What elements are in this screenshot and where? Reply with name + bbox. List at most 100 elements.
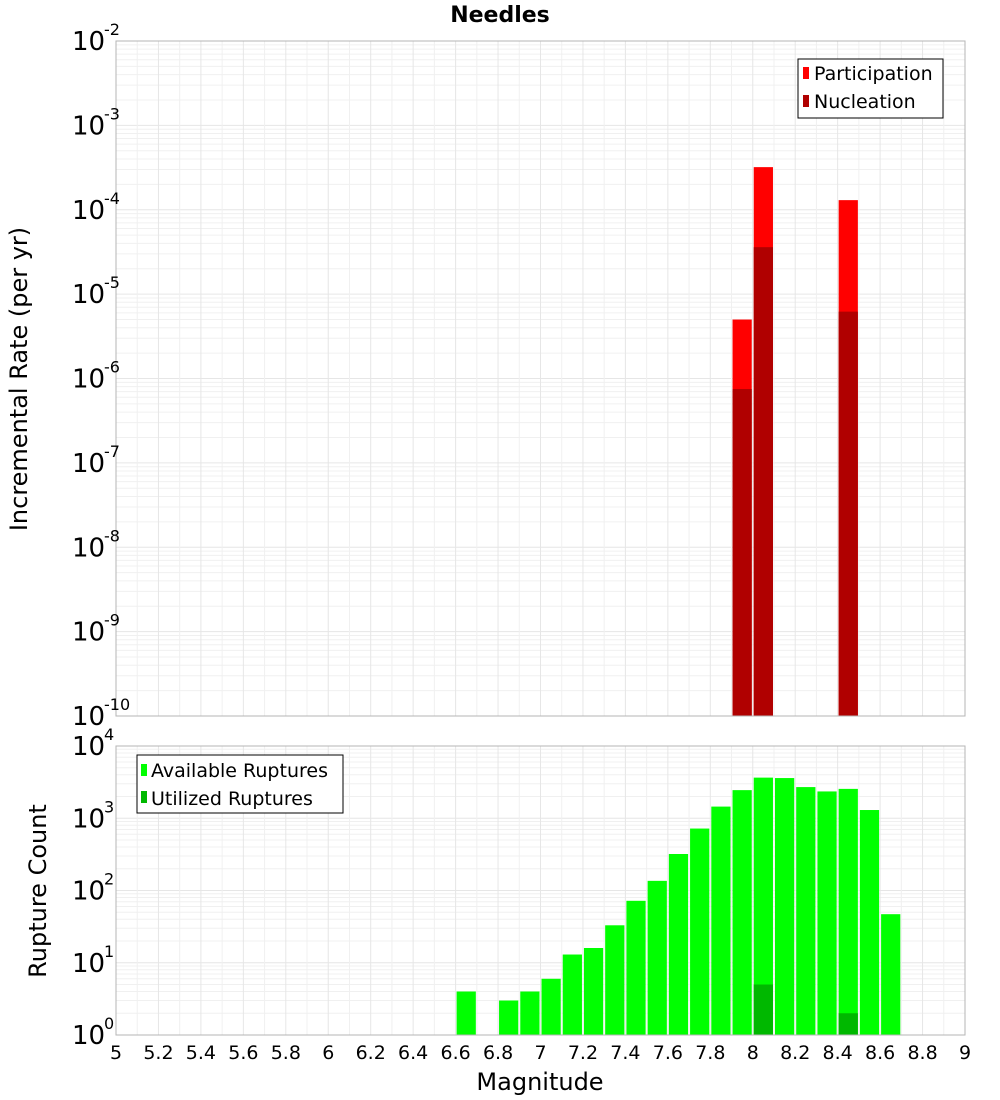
bottom-bar-utilized-ruptures <box>838 1013 858 1035</box>
x-tick-label: 6.6 <box>440 1042 470 1064</box>
x-tick-label: 5.2 <box>143 1042 173 1064</box>
bottom-bar-available-ruptures <box>562 954 582 1035</box>
bottom-bar-available-ruptures <box>583 948 604 1035</box>
x-tick-label: 5 <box>110 1042 122 1064</box>
bottom-plot-frame <box>115 745 966 1036</box>
bottom-bar-available-ruptures <box>626 900 646 1035</box>
x-tick-label: 6 <box>322 1042 334 1064</box>
x-tick-label: 7.8 <box>695 1042 725 1064</box>
bottom-x-tick-labels: 5 5.2 5.4 5.6 5.8 6 6.2 6.4 6.6 6.8 7 7.2 7.4 7.6 7.8 8… <box>110 1042 971 1064</box>
x-tick-label: 9 <box>959 1042 971 1064</box>
legend-label-participation: Participation <box>814 63 933 85</box>
top-y-tick-exponent: -2 <box>104 20 120 39</box>
bottom-y-tick-label: 10 <box>72 877 105 907</box>
top-bar-nucleation <box>753 247 773 716</box>
top-y-tick-label: 10 <box>72 533 105 563</box>
bottom-y-tick-label: 10 <box>72 949 105 979</box>
x-tick-label: 6.4 <box>398 1042 428 1064</box>
x-tick-label: 8 <box>747 1042 759 1064</box>
x-tick-label: 7 <box>534 1042 546 1064</box>
bottom-y-tick-label: 10 <box>72 1021 105 1051</box>
bottom-y-tick-label: 10 <box>72 804 105 834</box>
top-plot-frame <box>115 40 966 717</box>
top-y-tick-label: 10 <box>72 280 105 310</box>
x-tick-label: 5.4 <box>186 1042 216 1064</box>
chart-title: Needles <box>450 3 550 28</box>
bottom-bar-available-ruptures <box>753 777 773 1035</box>
top-y-tick-exponent: -9 <box>104 611 120 630</box>
x-axis-label: Magnitude <box>476 1068 603 1096</box>
x-tick-label: 6.8 <box>483 1042 513 1064</box>
legend-label-nucleation: Nucleation <box>814 91 916 113</box>
top-y-tick-exponent: -5 <box>104 273 120 292</box>
top-y-tick-exponent: -6 <box>104 358 120 377</box>
bottom-bar-available-ruptures <box>796 787 816 1035</box>
bottom-y-tick-exponent: 1 <box>104 942 114 961</box>
bottom-bar-available-ruptures <box>668 854 689 1035</box>
legend-swatch-utilized-ruptures <box>141 791 147 803</box>
x-tick-label: 7.6 <box>653 1042 683 1064</box>
bottom-bar-available-ruptures <box>520 991 540 1035</box>
bottom-bar-available-ruptures <box>881 914 901 1035</box>
top-y-tick-label: 10 <box>72 618 105 648</box>
legend-label-utilized-ruptures: Utilized Ruptures <box>151 788 313 810</box>
top-y-tick-exponent: -4 <box>104 189 120 208</box>
top-y-tick-label: 10 <box>72 449 105 479</box>
x-tick-label: 7.4 <box>610 1042 640 1064</box>
bottom-bar-available-ruptures <box>456 991 476 1035</box>
legend-swatch-available-ruptures <box>141 764 147 776</box>
x-tick-label: 5.8 <box>271 1042 301 1064</box>
bottom-bar-available-ruptures <box>605 925 625 1035</box>
top-y-tick-exponent: -7 <box>104 442 120 461</box>
bottom-bar-available-ruptures <box>732 790 752 1035</box>
top-y-tick-label: 10 <box>72 702 105 732</box>
bottom-y-tick-exponent: 3 <box>104 797 114 816</box>
top-y-tick-exponent: -8 <box>104 526 120 545</box>
legend-label-available-ruptures: Available Ruptures <box>151 760 328 782</box>
bottom-y-axis-label: Rupture Count <box>24 804 52 978</box>
top-y-axis-label: Incremental Rate (per yr) <box>5 227 33 531</box>
x-tick-label: 8.6 <box>865 1042 895 1064</box>
bottom-bars <box>456 777 901 1035</box>
bottom-y-tick-label: 10 <box>72 732 105 762</box>
bottom-bar-available-ruptures <box>499 1000 519 1035</box>
bottom-bar-available-ruptures <box>647 880 667 1035</box>
top-bars <box>732 167 858 716</box>
top-y-tick-label: 10 <box>72 27 105 57</box>
bottom-bar-available-ruptures <box>774 778 795 1035</box>
top-y-tick-label: 10 <box>72 111 105 141</box>
top-bar-nucleation <box>732 389 752 716</box>
x-tick-label: 8.2 <box>780 1042 810 1064</box>
bottom-bar-available-ruptures <box>690 828 710 1035</box>
bottom-bar-utilized-ruptures <box>753 984 773 1035</box>
x-tick-label: 7.2 <box>568 1042 598 1064</box>
bottom-bar-available-ruptures <box>711 806 731 1035</box>
bottom-bar-available-ruptures <box>817 791 837 1035</box>
legend-swatch-participation <box>803 67 809 79</box>
top-y-tick-label: 10 <box>72 365 105 395</box>
bottom-y-tick-exponent: 4 <box>104 725 114 744</box>
x-tick-label: 6.2 <box>356 1042 386 1064</box>
bottom-bar-available-ruptures <box>541 978 561 1035</box>
legend-swatch-nucleation <box>803 95 809 107</box>
top-legend: Participation Nucleation <box>797 58 944 119</box>
bottom-y-tick-exponent: 0 <box>104 1014 114 1033</box>
top-gridlines <box>115 40 966 717</box>
top-y-tick-exponent: -10 <box>104 695 130 714</box>
bottom-legend-box <box>136 754 344 814</box>
top-y-tick-exponent: -3 <box>104 104 120 123</box>
bottom-bar-available-ruptures <box>859 810 880 1035</box>
top-y-tick-label: 10 <box>72 196 105 226</box>
bottom-y-tick-exponent: 2 <box>104 870 114 889</box>
x-tick-label: 5.6 <box>228 1042 258 1064</box>
bottom-bar-available-ruptures <box>838 788 858 1035</box>
top-bar-nucleation <box>838 311 858 716</box>
x-tick-label: 8.8 <box>907 1042 937 1064</box>
x-tick-label: 8.4 <box>823 1042 853 1064</box>
top-legend-box <box>797 58 944 119</box>
